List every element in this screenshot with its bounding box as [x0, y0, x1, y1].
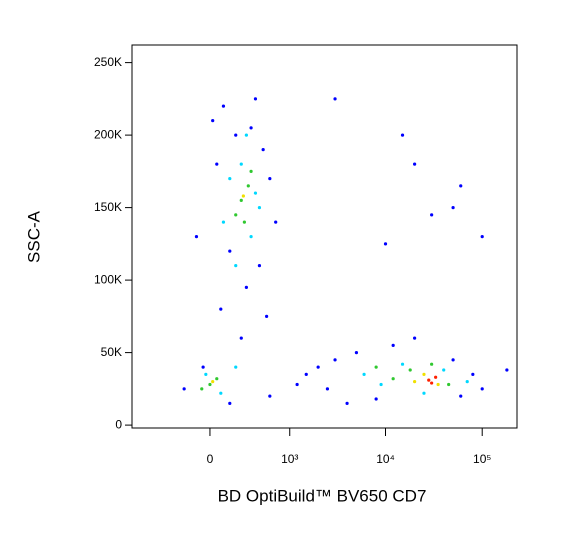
data-point [261, 148, 265, 152]
data-point [268, 177, 272, 181]
data-point [244, 133, 248, 137]
data-point [239, 162, 243, 166]
x-tick-label: 10⁵ [473, 452, 491, 466]
data-point [268, 394, 272, 398]
data-point [304, 372, 308, 376]
data-point [400, 133, 405, 137]
data-point [391, 377, 395, 381]
x-axis-label: BD OptiBuild™ BV650 CD7 [218, 486, 427, 505]
data-point [480, 387, 484, 391]
data-point [400, 362, 405, 366]
data-point [316, 365, 320, 369]
data-point [246, 184, 250, 188]
data-point [436, 382, 440, 387]
y-axis-label: SSC-A [24, 210, 43, 263]
data-point [354, 351, 359, 355]
data-point [228, 177, 232, 181]
data-point [253, 97, 258, 101]
data-point [465, 380, 469, 384]
data-point [219, 391, 223, 395]
data-point [430, 362, 434, 366]
data-point [265, 314, 269, 318]
data-point [434, 375, 438, 379]
data-point [249, 235, 253, 239]
data-point [505, 368, 509, 372]
data-point [234, 133, 238, 137]
data-point [422, 391, 426, 395]
data-point [480, 235, 484, 239]
data-point [413, 336, 417, 340]
data-point [430, 213, 434, 217]
data-point [413, 162, 417, 166]
data-point [204, 372, 208, 376]
data-point [215, 162, 219, 166]
data-point [451, 358, 455, 362]
data-point [374, 397, 378, 401]
data-point [257, 206, 262, 210]
data-point [194, 235, 199, 239]
x-tick-label: 0 [207, 452, 214, 466]
y-tick-label: 50K [101, 345, 122, 359]
y-tick-label: 100K [94, 272, 122, 286]
data-point [211, 380, 215, 384]
data-point [221, 220, 226, 224]
data-point [451, 206, 455, 210]
data-point [253, 191, 258, 195]
data-point [408, 368, 412, 372]
data-point [383, 242, 388, 246]
data-point [201, 365, 205, 369]
data-point [249, 169, 253, 173]
data-point [241, 194, 245, 198]
data-point [379, 382, 383, 387]
data-point [239, 198, 243, 202]
data-point [362, 372, 366, 376]
data-point [295, 382, 299, 387]
data-point [244, 285, 248, 289]
data-point [430, 381, 434, 385]
data-point [442, 368, 446, 372]
data-point [471, 372, 475, 376]
y-tick-label: 0 [115, 417, 122, 431]
plot-frame [131, 44, 518, 429]
data-point [422, 372, 426, 376]
data-point [208, 382, 212, 387]
data-point [242, 220, 246, 224]
data-point [325, 387, 330, 391]
data-point [413, 380, 417, 384]
data-point [211, 119, 215, 123]
data-point [459, 184, 463, 188]
data-point [274, 220, 278, 224]
x-tick-label: 10³ [281, 452, 298, 466]
data-point [257, 264, 262, 268]
data-point [427, 378, 431, 382]
data-point [228, 249, 232, 253]
data-point [219, 307, 223, 311]
data-point [374, 365, 378, 369]
data-point [333, 97, 337, 101]
data-point [215, 377, 219, 381]
data-point [333, 358, 337, 362]
data-point [249, 126, 253, 130]
data-point [459, 394, 463, 398]
data-point [239, 336, 243, 340]
data-point [234, 213, 238, 217]
data-point [182, 387, 186, 391]
data-point [345, 401, 349, 405]
data-point [200, 387, 204, 391]
data-point [221, 104, 226, 108]
data-point [228, 401, 232, 405]
y-tick-label: 200K [94, 127, 122, 141]
y-tick-label: 250K [94, 55, 122, 69]
data-point [234, 365, 238, 369]
y-tick-label: 150K [94, 200, 122, 214]
data-point [447, 382, 451, 387]
data-point [234, 264, 238, 268]
x-tick-label: 10⁴ [376, 452, 395, 466]
data-point [391, 343, 395, 347]
